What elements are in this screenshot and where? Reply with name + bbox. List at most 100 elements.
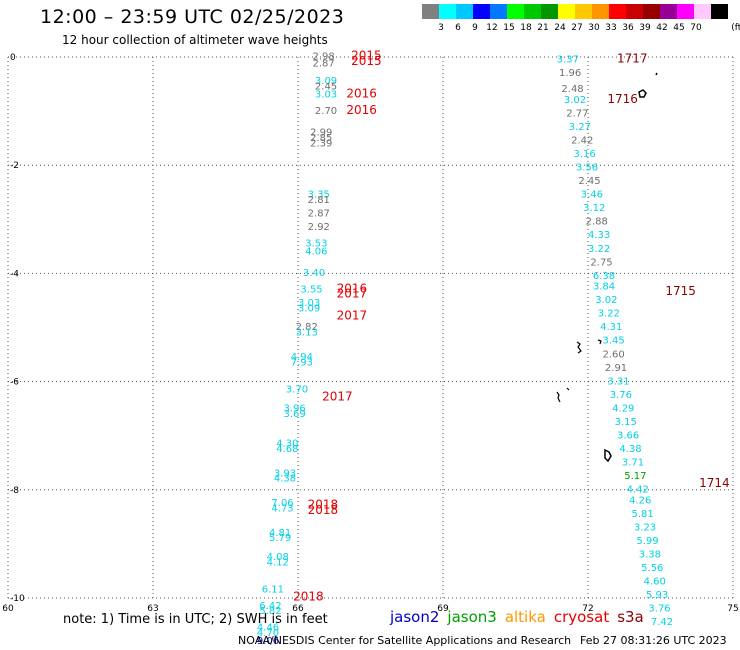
pass-time-label: 2015 bbox=[351, 49, 382, 63]
colorbar-tick: 36 bbox=[622, 23, 634, 33]
wave-height-reading: 3.55 bbox=[300, 284, 322, 295]
colorbar-swatch bbox=[592, 4, 609, 19]
colorbar-tick: 30 bbox=[588, 23, 600, 33]
colorbar-swatch bbox=[609, 4, 626, 19]
wave-height-reading: 2.39 bbox=[310, 138, 332, 149]
wave-height-reading: 4.38 bbox=[619, 444, 641, 455]
wave-height-reading: 3.38 bbox=[639, 549, 661, 560]
coastline-fragment bbox=[597, 339, 602, 345]
wave-height-reading: 4.33 bbox=[588, 230, 610, 241]
wave-height-reading: 3.23 bbox=[634, 522, 656, 533]
pass-time-label: 2015 bbox=[351, 54, 382, 68]
wave-height-reading: 4.60 bbox=[644, 576, 666, 587]
wave-height-reading: 3.15 bbox=[615, 417, 637, 428]
y-tick-label: -8 bbox=[10, 486, 19, 496]
wave-height-reading: 4.46 bbox=[257, 622, 279, 633]
wave-height-reading: 2.48 bbox=[561, 84, 583, 95]
wave-height-reading: 3.71 bbox=[622, 457, 644, 468]
timestamp-text: Feb 27 08:31:26 UTC 2023 bbox=[580, 634, 727, 647]
wave-height-reading: 2.81 bbox=[308, 195, 330, 206]
wave-height-reading: 3.70 bbox=[286, 384, 308, 395]
wave-height-reading: 4.68 bbox=[276, 444, 298, 455]
coastline-fragment bbox=[556, 391, 561, 403]
x-tick-label: 60 bbox=[2, 604, 14, 614]
wave-height-reading: 5.56 bbox=[641, 563, 663, 574]
legend-entry-jason3: jason3 bbox=[447, 608, 497, 626]
wave-height-reading: 3.22 bbox=[588, 244, 610, 255]
wave-height-reading: 2.70 bbox=[315, 106, 337, 117]
colorbar-tick: 12 bbox=[486, 23, 498, 33]
colorbar-tick: 33 bbox=[605, 23, 617, 33]
pass-time-label: 1714 bbox=[699, 476, 730, 490]
colorbar-tick: 15 bbox=[503, 23, 515, 33]
wave-height-reading: 4.26 bbox=[629, 495, 651, 506]
wave-height-reading: 5.81 bbox=[632, 509, 654, 520]
wave-height-reading: 3.46 bbox=[581, 190, 603, 201]
pass-time-label: 2017 bbox=[337, 308, 368, 322]
wave-height-reading: 5.99 bbox=[636, 536, 658, 547]
y-tick-label: -10 bbox=[10, 594, 25, 604]
legend-entry-s3a: s3a bbox=[617, 608, 644, 626]
wave-height-reading: 3.31 bbox=[607, 376, 629, 387]
wave-height-reading: 2.42 bbox=[571, 136, 593, 147]
x-tick-label: 63 bbox=[147, 604, 158, 614]
wave-height-reading: 2.87 bbox=[308, 209, 330, 220]
pass-time-label: 1716 bbox=[607, 92, 638, 106]
colorbar-swatch bbox=[626, 4, 643, 19]
wave-height-reading: 2.92 bbox=[308, 222, 330, 233]
wave-height-reading: 3.35 bbox=[308, 190, 330, 201]
y-tick-label: -2 bbox=[10, 161, 19, 171]
wave-height-reading: 4.08 bbox=[267, 552, 289, 563]
wave-height-reading: 3.66 bbox=[617, 430, 639, 441]
coastline-fragment bbox=[576, 341, 582, 354]
colorbar-swatch bbox=[558, 4, 575, 19]
colorbar-swatch bbox=[575, 4, 592, 19]
y-tick-label: 0 bbox=[10, 53, 16, 63]
colorbar-swatch bbox=[490, 4, 507, 19]
legend-entry-altika: altika bbox=[504, 608, 546, 626]
colorbar-swatch bbox=[660, 4, 677, 19]
colorbar-unit: (ft) bbox=[731, 23, 740, 33]
wave-height-reading: 3.16 bbox=[574, 149, 596, 160]
wave-height-reading: 3.09 bbox=[315, 76, 337, 87]
colorbar-tick: 18 bbox=[520, 23, 532, 33]
colorbar-swatch bbox=[473, 4, 490, 19]
wave-height-reading: 4.42 bbox=[627, 485, 649, 496]
wave-height-reading: 2.87 bbox=[313, 59, 335, 70]
wave-height-reading: 2.82 bbox=[296, 322, 318, 333]
wave-height-reading: 3.03 bbox=[298, 298, 320, 309]
page-title: 12:00 – 23:59 UTC 02/25/2023 bbox=[40, 6, 345, 28]
wave-height-reading: 6.42 bbox=[259, 601, 281, 612]
wave-height-reading: 3.76 bbox=[648, 604, 670, 615]
wave-height-reading: 3.56 bbox=[576, 163, 598, 174]
wave-height-reading: 4.06 bbox=[305, 246, 327, 257]
pass-time-label: 2017 bbox=[337, 287, 368, 301]
colorbar-tick: 6 bbox=[455, 23, 461, 33]
wave-height-reading: 4.94 bbox=[291, 352, 313, 363]
wave-height-reading: 2.88 bbox=[586, 217, 608, 228]
wave-height-reading: 2.60 bbox=[603, 349, 625, 360]
pass-time-label: 2018 bbox=[293, 590, 324, 604]
altimeter-readings: 2.982.873.092.453.032.702.992.852.393.35… bbox=[257, 49, 730, 647]
wave-height-reading: 7.93 bbox=[291, 357, 313, 368]
wave-height-reading: 3.93 bbox=[274, 468, 296, 479]
pass-time-label: 1717 bbox=[617, 51, 648, 65]
wave-height-reading: 4.73 bbox=[271, 503, 293, 514]
colorbar-tick: 39 bbox=[639, 23, 651, 33]
pass-time-label: 2017 bbox=[322, 390, 353, 404]
y-tick-label: -4 bbox=[10, 269, 19, 279]
wave-height-reading: 2.91 bbox=[605, 363, 627, 374]
wave-height-reading: 4.29 bbox=[612, 403, 634, 414]
colorbar-swatch bbox=[439, 4, 456, 19]
wave-height-reading: 2.85 bbox=[310, 133, 332, 144]
wave-height-reading: 4.81 bbox=[269, 528, 291, 539]
colorbar-swatch bbox=[711, 4, 728, 19]
wave-height-reading: 4.70 bbox=[257, 628, 279, 639]
wave-height-reading: 7.06 bbox=[271, 498, 293, 509]
wave-height-reading: 3.12 bbox=[583, 203, 605, 214]
wave-height-reading: 2.99 bbox=[310, 127, 332, 138]
coastline-fragment bbox=[604, 448, 612, 463]
legend-entry-cryosat: cryosat bbox=[553, 608, 610, 626]
coastline-fragment bbox=[638, 89, 647, 98]
